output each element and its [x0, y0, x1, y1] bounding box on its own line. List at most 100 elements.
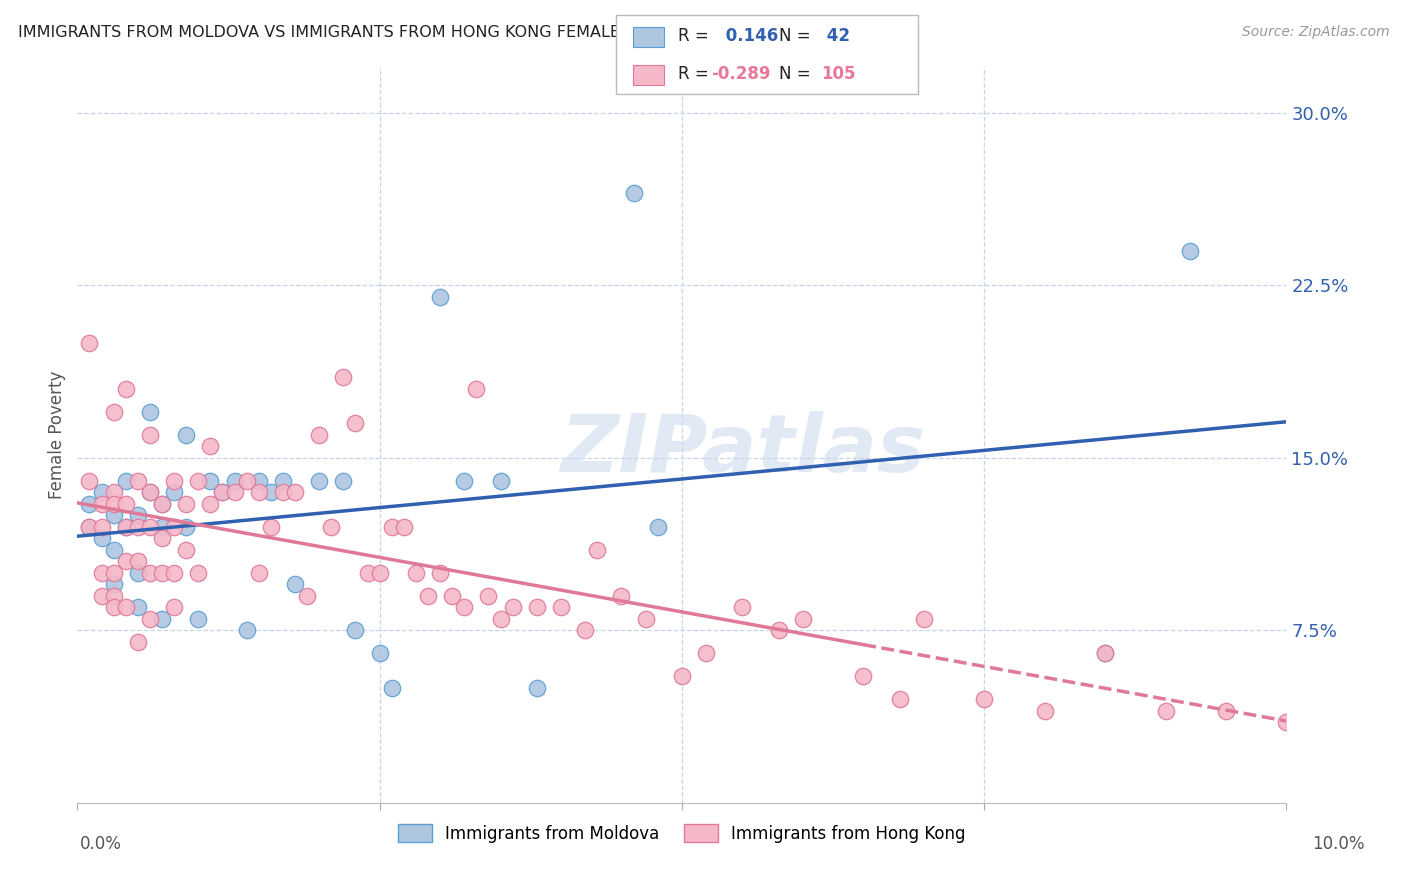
Text: 0.146: 0.146: [720, 27, 778, 45]
Point: [103, 566, 125, 580]
Point: [405, 566, 427, 580]
Text: 42: 42: [821, 27, 851, 45]
Point: [114, 520, 136, 534]
Point: [489, 474, 512, 488]
Point: [344, 417, 367, 431]
Point: [224, 485, 246, 500]
Point: [623, 186, 645, 201]
Point: [103, 485, 125, 500]
Point: [163, 520, 186, 534]
Point: [139, 427, 162, 442]
Point: [127, 508, 149, 523]
Text: R =: R =: [678, 65, 714, 83]
Point: [634, 612, 657, 626]
Point: [163, 600, 186, 615]
Point: [127, 600, 149, 615]
Point: [127, 566, 149, 580]
Point: [139, 520, 162, 534]
Point: [114, 520, 136, 534]
Point: [526, 600, 548, 615]
Point: [852, 669, 875, 683]
Point: [114, 497, 136, 511]
Point: [465, 382, 488, 396]
Point: [114, 474, 136, 488]
Point: [103, 497, 125, 511]
Point: [79, 474, 101, 488]
Point: [163, 474, 186, 488]
Point: [150, 520, 173, 534]
Point: [453, 474, 475, 488]
Point: [200, 474, 222, 488]
Point: [150, 497, 173, 511]
Point: [271, 474, 294, 488]
Point: [368, 646, 391, 660]
Point: [260, 520, 283, 534]
Point: [79, 520, 101, 534]
Point: [211, 485, 233, 500]
Point: [308, 474, 330, 488]
Text: N =: N =: [779, 27, 815, 45]
Y-axis label: Female Poverty: Female Poverty: [48, 371, 66, 499]
Point: [150, 566, 173, 580]
Point: [127, 554, 149, 568]
Point: [211, 485, 233, 500]
Point: [90, 566, 112, 580]
Text: 0.0%: 0.0%: [80, 835, 122, 853]
Point: [139, 566, 162, 580]
Point: [1094, 646, 1116, 660]
Point: [973, 692, 995, 706]
Point: [550, 600, 572, 615]
Point: [103, 577, 125, 591]
Point: [127, 474, 149, 488]
Point: [332, 474, 354, 488]
Point: [792, 612, 814, 626]
Point: [150, 612, 173, 626]
Point: [356, 566, 378, 580]
Text: ZIPatlas: ZIPatlas: [560, 410, 925, 489]
Point: [200, 439, 222, 453]
Text: 105: 105: [821, 65, 856, 83]
Point: [187, 612, 209, 626]
Point: [235, 624, 257, 638]
Point: [150, 497, 173, 511]
Point: [114, 382, 136, 396]
Point: [139, 485, 162, 500]
Point: [90, 497, 112, 511]
Point: [90, 485, 112, 500]
Point: [224, 474, 246, 488]
Text: R =: R =: [678, 27, 714, 45]
Point: [247, 566, 270, 580]
Point: [174, 520, 197, 534]
Point: [163, 566, 186, 580]
Point: [477, 589, 499, 603]
Point: [90, 520, 112, 534]
Point: [502, 600, 524, 615]
Point: [308, 427, 330, 442]
Point: [321, 520, 343, 534]
Point: [489, 612, 512, 626]
Point: [103, 508, 125, 523]
Point: [768, 624, 790, 638]
Point: [1275, 715, 1298, 730]
Point: [103, 405, 125, 419]
Point: [163, 485, 186, 500]
Point: [429, 290, 451, 304]
Point: [392, 520, 415, 534]
Point: [90, 589, 112, 603]
Point: [526, 681, 548, 695]
Point: [647, 520, 669, 534]
Point: [695, 646, 717, 660]
Point: [127, 635, 149, 649]
Point: [381, 520, 404, 534]
Point: [90, 532, 112, 546]
Point: [1178, 244, 1201, 258]
Point: [150, 532, 173, 546]
Point: [174, 427, 197, 442]
Point: [574, 624, 596, 638]
Point: [271, 485, 294, 500]
Point: [114, 554, 136, 568]
Point: [671, 669, 693, 683]
Point: [79, 497, 101, 511]
Point: [127, 520, 149, 534]
Point: [586, 542, 609, 557]
